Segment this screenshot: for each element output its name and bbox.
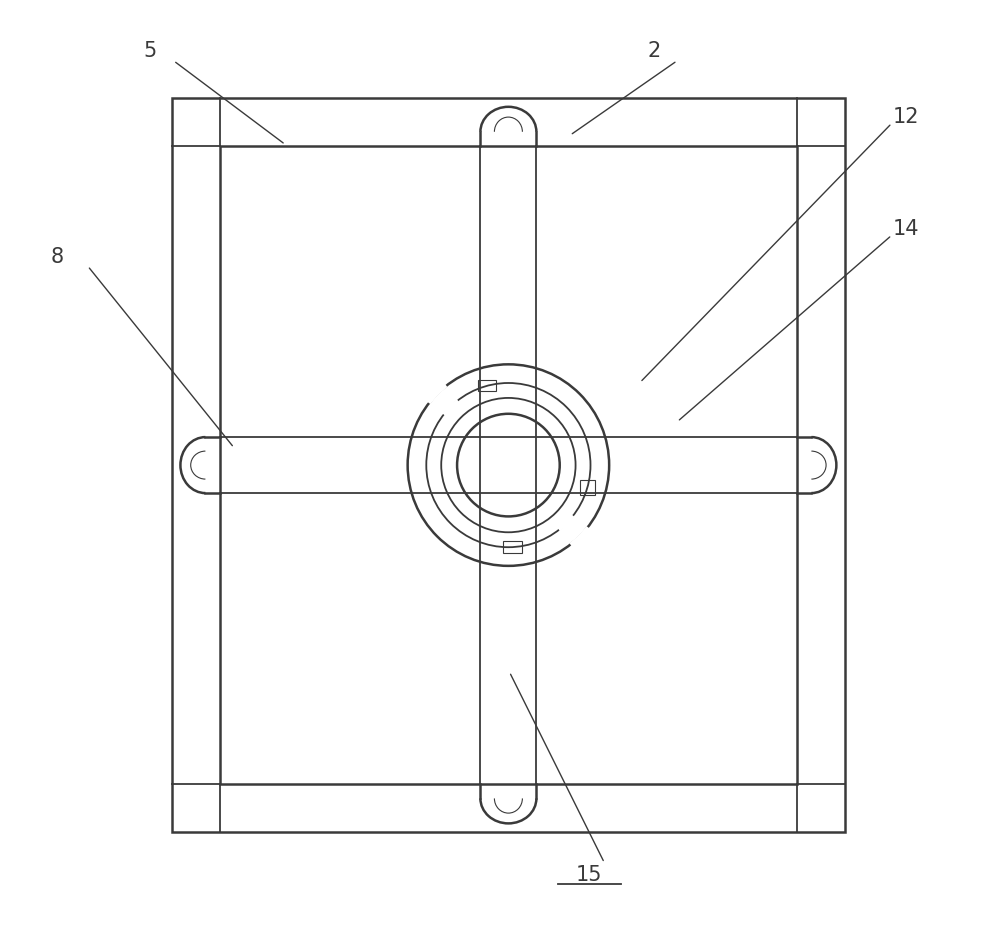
- Bar: [220, 146, 797, 784]
- Bar: [172, 98, 845, 832]
- Text: 12: 12: [893, 106, 919, 127]
- Text: 8: 8: [50, 246, 63, 267]
- Text: 14: 14: [893, 218, 919, 239]
- Text: 15: 15: [575, 865, 602, 885]
- Bar: [503, 541, 522, 552]
- Bar: [478, 380, 496, 391]
- Text: 2: 2: [647, 41, 661, 62]
- Text: 5: 5: [143, 41, 157, 62]
- Bar: [580, 480, 595, 494]
